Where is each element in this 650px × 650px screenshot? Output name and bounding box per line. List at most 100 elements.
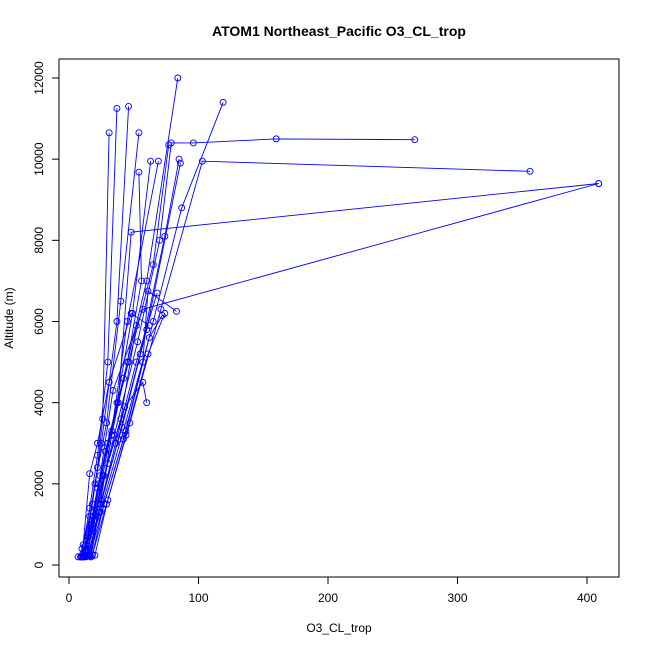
data-point: [94, 464, 101, 472]
data-point: [154, 157, 162, 165]
data-point: [175, 155, 183, 163]
data-point: [149, 318, 157, 325]
data-point: [74, 553, 82, 561]
data-point: [117, 415, 125, 423]
data-point: [189, 139, 197, 147]
data-point: [144, 350, 152, 358]
profile-line: [86, 315, 163, 557]
data-point: [272, 135, 280, 143]
chart-title: ATOM1 Northeast_Pacific O3_CL_trop: [212, 23, 466, 39]
x-axis-label: O3_CL_trop: [306, 621, 372, 635]
data-point: [178, 204, 186, 212]
data-point: [139, 358, 147, 366]
data-point: [132, 322, 140, 330]
y-tick-label: 4000: [32, 389, 46, 416]
data-point: [127, 228, 135, 236]
data-point: [117, 297, 125, 305]
data-point: [126, 419, 134, 427]
data-point: [158, 311, 166, 319]
data-point: [145, 334, 153, 342]
data-point: [176, 159, 184, 167]
y-tick-label: 10000: [32, 142, 46, 176]
data-point: [104, 358, 112, 366]
data-point: [147, 157, 155, 165]
data-point: [86, 512, 94, 520]
data-point: [112, 439, 120, 447]
data-point: [101, 447, 109, 455]
data-point: [149, 261, 157, 269]
y-axis: 0 2000 4000 6000 8000 10000 12000: [32, 61, 60, 568]
data-point: [595, 180, 603, 187]
data-point: [88, 551, 96, 559]
data-point: [139, 305, 147, 313]
data-point: [118, 431, 126, 439]
data-point: [94, 439, 101, 447]
data-point: [198, 157, 206, 165]
profile-line: [82, 183, 599, 558]
data-point: [113, 104, 121, 112]
y-tick-label: 12000: [32, 61, 46, 95]
data-point: [153, 289, 161, 297]
data-point: [134, 338, 142, 346]
data-point: [110, 431, 118, 439]
data-point: [138, 277, 145, 285]
data-point: [145, 322, 153, 330]
profile-line: [86, 138, 415, 556]
data-point: [94, 500, 101, 508]
data-point: [104, 439, 112, 447]
data-point: [135, 129, 143, 137]
data-point: [94, 484, 101, 492]
x-tick-label: 400: [577, 591, 597, 605]
data-point: [90, 512, 98, 520]
profile-line: [80, 183, 599, 558]
data-point: [84, 533, 92, 541]
data-point: [139, 378, 147, 386]
data-point: [87, 525, 95, 532]
data-point: [95, 480, 103, 488]
x-tick-label: 200: [318, 591, 338, 605]
data-point: [104, 460, 112, 467]
data-point: [105, 129, 113, 137]
data-point: [94, 451, 101, 459]
data-point: [108, 431, 116, 439]
data-point: [125, 102, 133, 110]
data-point: [119, 374, 127, 382]
data-point: [96, 472, 104, 480]
data-point: [109, 387, 117, 394]
profile-line: [91, 313, 166, 556]
data-point: [123, 318, 131, 325]
data-point: [122, 427, 130, 435]
data-point: [91, 551, 99, 559]
x-tick-label: 300: [447, 591, 467, 605]
data-point: [78, 553, 86, 561]
data-point: [125, 358, 133, 366]
y-tick-label: 6000: [32, 308, 46, 335]
data-point: [219, 98, 227, 106]
series-points: [74, 74, 603, 561]
data-point: [79, 541, 87, 549]
data-point: [100, 500, 108, 508]
data-point: [122, 431, 130, 439]
data-point: [94, 512, 101, 520]
data-point: [103, 419, 111, 427]
data-point: [135, 168, 143, 176]
data-point: [167, 139, 175, 147]
data-point: [411, 136, 419, 144]
data-point: [526, 167, 534, 175]
data-point: [100, 472, 108, 480]
data-point: [103, 500, 111, 508]
y-tick-label: 0: [32, 561, 46, 568]
data-point: [127, 309, 135, 317]
data-point: [144, 287, 152, 295]
data-point: [84, 552, 92, 560]
data-point: [132, 358, 140, 366]
data-point: [161, 232, 169, 240]
x-tick-label: 100: [188, 591, 208, 605]
data-point: [156, 236, 164, 244]
data-point: [104, 496, 112, 504]
y-tick-label: 8000: [32, 227, 46, 254]
data-point: [83, 537, 91, 545]
data-point: [81, 543, 88, 551]
data-point: [118, 423, 126, 431]
